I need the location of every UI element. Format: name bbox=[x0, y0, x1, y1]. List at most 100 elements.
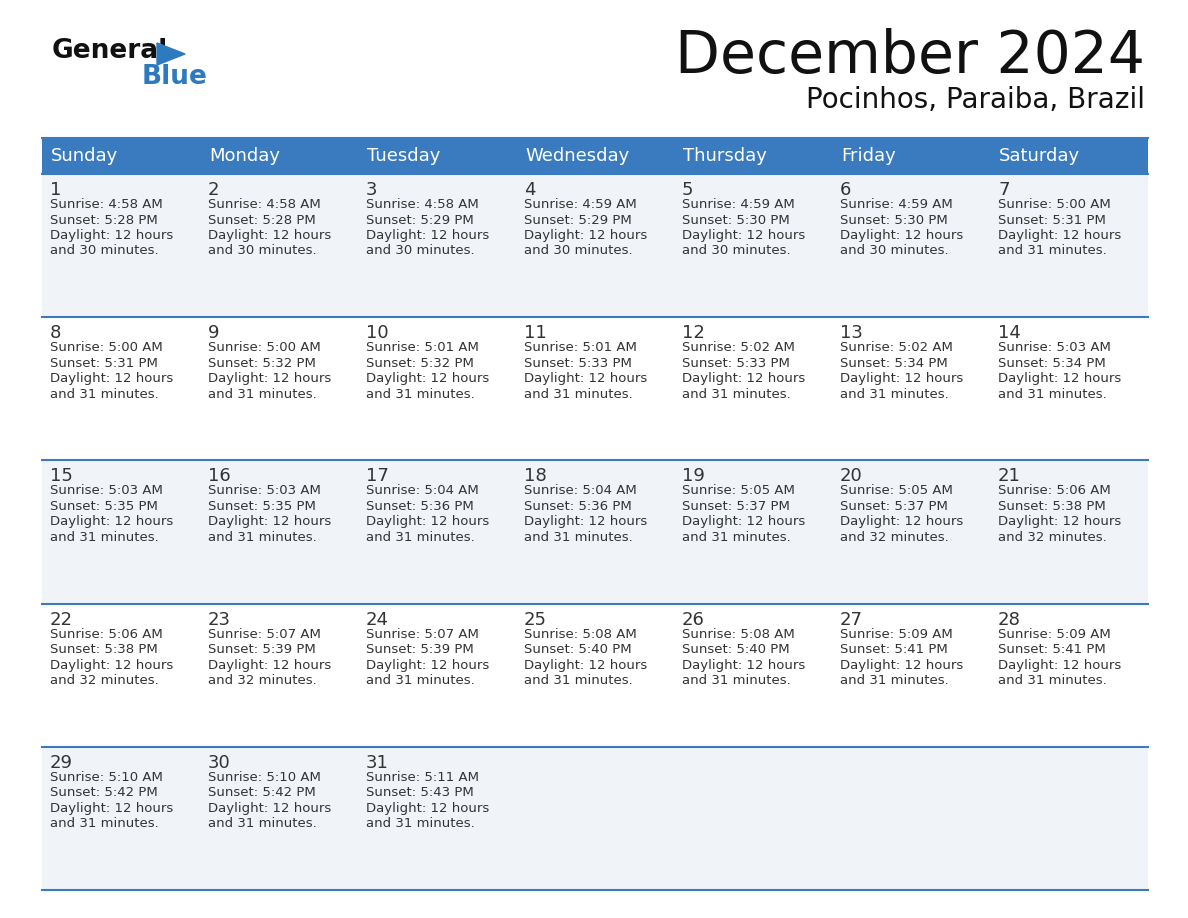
Text: 3: 3 bbox=[366, 181, 378, 199]
Text: and 31 minutes.: and 31 minutes. bbox=[50, 817, 159, 830]
Text: Sunrise: 4:58 AM: Sunrise: 4:58 AM bbox=[50, 198, 163, 211]
Text: and 30 minutes.: and 30 minutes. bbox=[840, 244, 949, 258]
Text: 29: 29 bbox=[50, 754, 72, 772]
Text: Daylight: 12 hours: Daylight: 12 hours bbox=[998, 515, 1121, 529]
Text: Sunset: 5:40 PM: Sunset: 5:40 PM bbox=[682, 644, 790, 656]
Text: Daylight: 12 hours: Daylight: 12 hours bbox=[366, 229, 489, 242]
Bar bbox=[42, 747, 1148, 890]
Text: and 31 minutes.: and 31 minutes. bbox=[840, 674, 949, 687]
Text: Sunset: 5:30 PM: Sunset: 5:30 PM bbox=[840, 214, 948, 227]
Text: Sunrise: 4:58 AM: Sunrise: 4:58 AM bbox=[366, 198, 479, 211]
Text: Sunset: 5:31 PM: Sunset: 5:31 PM bbox=[50, 357, 158, 370]
Text: and 31 minutes.: and 31 minutes. bbox=[524, 674, 633, 687]
Text: Sunrise: 5:11 AM: Sunrise: 5:11 AM bbox=[366, 771, 479, 784]
Text: Sunset: 5:34 PM: Sunset: 5:34 PM bbox=[998, 357, 1106, 370]
Text: Sunrise: 5:00 AM: Sunrise: 5:00 AM bbox=[50, 341, 163, 354]
Text: Sunrise: 5:05 AM: Sunrise: 5:05 AM bbox=[682, 485, 795, 498]
Text: Sunrise: 5:08 AM: Sunrise: 5:08 AM bbox=[524, 628, 637, 641]
Text: and 31 minutes.: and 31 minutes. bbox=[208, 817, 317, 830]
Text: Sunset: 5:42 PM: Sunset: 5:42 PM bbox=[50, 787, 158, 800]
Text: Sunrise: 5:03 AM: Sunrise: 5:03 AM bbox=[50, 485, 163, 498]
Text: Sunset: 5:42 PM: Sunset: 5:42 PM bbox=[208, 787, 316, 800]
Text: Sunset: 5:38 PM: Sunset: 5:38 PM bbox=[50, 644, 158, 656]
Text: 31: 31 bbox=[366, 754, 388, 772]
Text: and 31 minutes.: and 31 minutes. bbox=[682, 674, 791, 687]
Text: and 31 minutes.: and 31 minutes. bbox=[208, 387, 317, 400]
Text: Sunset: 5:32 PM: Sunset: 5:32 PM bbox=[366, 357, 474, 370]
Text: Sunrise: 5:02 AM: Sunrise: 5:02 AM bbox=[840, 341, 953, 354]
Text: Sunset: 5:34 PM: Sunset: 5:34 PM bbox=[840, 357, 948, 370]
Bar bbox=[42, 604, 1148, 747]
Text: Sunrise: 5:10 AM: Sunrise: 5:10 AM bbox=[208, 771, 321, 784]
Bar bbox=[42, 174, 1148, 318]
Text: Sunset: 5:35 PM: Sunset: 5:35 PM bbox=[50, 500, 158, 513]
Text: Daylight: 12 hours: Daylight: 12 hours bbox=[208, 372, 331, 386]
Text: 27: 27 bbox=[840, 610, 862, 629]
Text: Daylight: 12 hours: Daylight: 12 hours bbox=[50, 801, 173, 815]
Text: 13: 13 bbox=[840, 324, 862, 342]
Text: Daylight: 12 hours: Daylight: 12 hours bbox=[524, 515, 647, 529]
Text: Daylight: 12 hours: Daylight: 12 hours bbox=[208, 658, 331, 672]
Text: Daylight: 12 hours: Daylight: 12 hours bbox=[524, 372, 647, 386]
Text: Sunrise: 5:03 AM: Sunrise: 5:03 AM bbox=[998, 341, 1111, 354]
Text: 16: 16 bbox=[208, 467, 230, 486]
Text: and 31 minutes.: and 31 minutes. bbox=[50, 387, 159, 400]
Text: and 32 minutes.: and 32 minutes. bbox=[50, 674, 159, 687]
Text: Daylight: 12 hours: Daylight: 12 hours bbox=[50, 372, 173, 386]
Text: and 31 minutes.: and 31 minutes. bbox=[998, 674, 1107, 687]
Text: Daylight: 12 hours: Daylight: 12 hours bbox=[682, 372, 805, 386]
Text: Sunrise: 5:07 AM: Sunrise: 5:07 AM bbox=[366, 628, 479, 641]
Text: and 31 minutes.: and 31 minutes. bbox=[366, 387, 475, 400]
Text: Daylight: 12 hours: Daylight: 12 hours bbox=[50, 658, 173, 672]
Text: Sunrise: 5:04 AM: Sunrise: 5:04 AM bbox=[366, 485, 479, 498]
Text: and 31 minutes.: and 31 minutes. bbox=[682, 387, 791, 400]
Text: Sunset: 5:32 PM: Sunset: 5:32 PM bbox=[208, 357, 316, 370]
Text: 25: 25 bbox=[524, 610, 546, 629]
Text: 22: 22 bbox=[50, 610, 72, 629]
Text: 9: 9 bbox=[208, 324, 220, 342]
Text: Daylight: 12 hours: Daylight: 12 hours bbox=[998, 658, 1121, 672]
Text: Sunset: 5:37 PM: Sunset: 5:37 PM bbox=[840, 500, 948, 513]
Text: 6: 6 bbox=[840, 181, 852, 199]
Text: 14: 14 bbox=[998, 324, 1020, 342]
Text: and 31 minutes.: and 31 minutes. bbox=[998, 387, 1107, 400]
Text: Daylight: 12 hours: Daylight: 12 hours bbox=[682, 229, 805, 242]
Text: 19: 19 bbox=[682, 467, 704, 486]
Text: General: General bbox=[52, 38, 169, 64]
Text: Sunset: 5:33 PM: Sunset: 5:33 PM bbox=[524, 357, 632, 370]
Text: and 31 minutes.: and 31 minutes. bbox=[998, 244, 1107, 258]
Text: Sunrise: 4:59 AM: Sunrise: 4:59 AM bbox=[682, 198, 795, 211]
Text: and 30 minutes.: and 30 minutes. bbox=[366, 244, 475, 258]
Text: Daylight: 12 hours: Daylight: 12 hours bbox=[366, 801, 489, 815]
Text: Daylight: 12 hours: Daylight: 12 hours bbox=[840, 515, 963, 529]
Text: 24: 24 bbox=[366, 610, 388, 629]
Text: Daylight: 12 hours: Daylight: 12 hours bbox=[366, 372, 489, 386]
Text: Daylight: 12 hours: Daylight: 12 hours bbox=[998, 229, 1121, 242]
Text: and 30 minutes.: and 30 minutes. bbox=[208, 244, 317, 258]
Text: Daylight: 12 hours: Daylight: 12 hours bbox=[366, 515, 489, 529]
Text: 28: 28 bbox=[998, 610, 1020, 629]
Text: Sunrise: 5:09 AM: Sunrise: 5:09 AM bbox=[998, 628, 1111, 641]
Text: Sunrise: 5:00 AM: Sunrise: 5:00 AM bbox=[208, 341, 321, 354]
Text: Sunset: 5:28 PM: Sunset: 5:28 PM bbox=[50, 214, 158, 227]
Text: 1: 1 bbox=[50, 181, 62, 199]
Text: 8: 8 bbox=[50, 324, 62, 342]
Text: Sunset: 5:35 PM: Sunset: 5:35 PM bbox=[208, 500, 316, 513]
Text: Sunrise: 4:59 AM: Sunrise: 4:59 AM bbox=[840, 198, 953, 211]
Text: 26: 26 bbox=[682, 610, 704, 629]
Text: Daylight: 12 hours: Daylight: 12 hours bbox=[366, 658, 489, 672]
Text: Sunrise: 5:04 AM: Sunrise: 5:04 AM bbox=[524, 485, 637, 498]
Text: and 31 minutes.: and 31 minutes. bbox=[366, 674, 475, 687]
Text: and 32 minutes.: and 32 minutes. bbox=[840, 531, 949, 543]
Text: Sunset: 5:43 PM: Sunset: 5:43 PM bbox=[366, 787, 474, 800]
Text: and 30 minutes.: and 30 minutes. bbox=[682, 244, 791, 258]
Text: Sunrise: 5:01 AM: Sunrise: 5:01 AM bbox=[524, 341, 637, 354]
Text: and 31 minutes.: and 31 minutes. bbox=[50, 531, 159, 543]
Text: Daylight: 12 hours: Daylight: 12 hours bbox=[208, 515, 331, 529]
Text: Sunset: 5:33 PM: Sunset: 5:33 PM bbox=[682, 357, 790, 370]
Text: Sunset: 5:39 PM: Sunset: 5:39 PM bbox=[366, 644, 474, 656]
Text: Sunset: 5:28 PM: Sunset: 5:28 PM bbox=[208, 214, 316, 227]
Text: Daylight: 12 hours: Daylight: 12 hours bbox=[208, 801, 331, 815]
Text: Sunset: 5:37 PM: Sunset: 5:37 PM bbox=[682, 500, 790, 513]
Text: Sunset: 5:36 PM: Sunset: 5:36 PM bbox=[524, 500, 632, 513]
